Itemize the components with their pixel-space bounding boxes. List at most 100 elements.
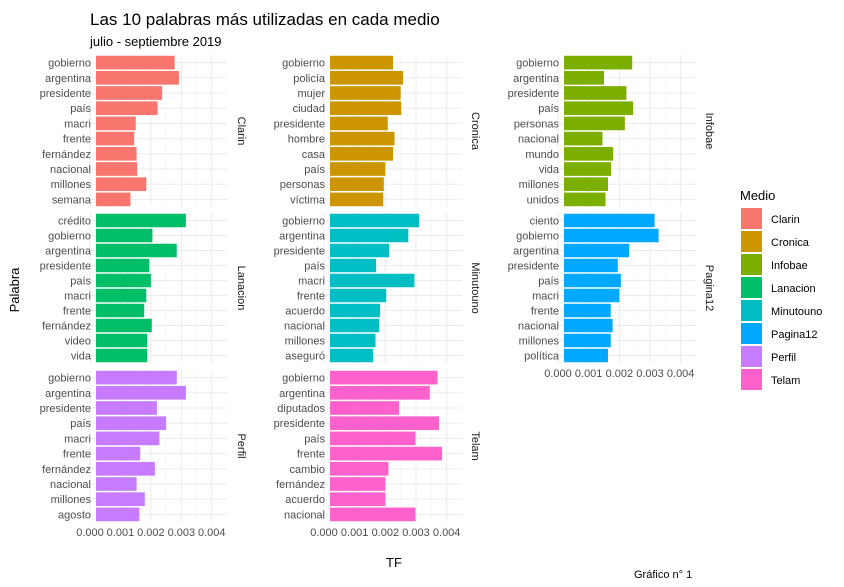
- legend-swatch: [741, 323, 762, 344]
- x-tick-label: 0.000: [544, 368, 572, 380]
- legend-label: Infobae: [771, 260, 808, 272]
- x-tick-label: 0.002: [137, 527, 165, 539]
- y-tick-label: presidente: [508, 88, 559, 100]
- bar-pagina12-millones: [564, 333, 611, 348]
- bar-clarin-país: [96, 101, 158, 116]
- y-tick-label: presidente: [274, 418, 325, 430]
- bar-cronica-personas: [330, 177, 384, 192]
- bar-telam-acuerdo: [330, 492, 386, 507]
- legend-swatch: [741, 300, 762, 321]
- bar-infobae-millones: [564, 177, 608, 192]
- facet-strip-label: Pagina12: [703, 265, 715, 312]
- legend-title: Medio: [740, 188, 775, 203]
- x-tick-label: 0.001: [341, 527, 369, 539]
- bar-clarin-macri: [96, 116, 136, 131]
- bar-infobae-gobierno: [564, 55, 633, 70]
- bar-clarin-frente: [96, 131, 135, 146]
- y-tick-label: gobierno: [282, 373, 325, 385]
- facet-strip-label: Lanacion: [235, 266, 247, 311]
- bar-telam-diputados: [330, 401, 400, 415]
- legend-item-perfil: Perfil: [741, 346, 796, 367]
- bar-minutouno-frente: [330, 288, 387, 303]
- legend-swatch: [741, 254, 762, 275]
- bar-perfil-nacional: [96, 477, 137, 491]
- y-tick-label: nacional: [518, 134, 559, 146]
- bar-cronica-policía: [330, 70, 404, 85]
- x-tick-label: 0.000: [310, 527, 338, 539]
- bar-perfil-gobierno: [96, 370, 177, 385]
- bar-minutouno-argentina: [330, 228, 409, 243]
- bar-cronica-presidente: [330, 116, 388, 131]
- bar-perfil-país: [96, 416, 167, 431]
- y-tick-label: vida: [71, 351, 92, 363]
- bar-clarin-millones: [96, 177, 147, 192]
- y-tick-label: país: [538, 103, 559, 115]
- y-tick-label: millones: [51, 179, 92, 191]
- bar-minutouno-aseguró: [330, 348, 374, 363]
- legend-item-infobae: Infobae: [741, 254, 808, 275]
- y-tick-label: nacional: [284, 321, 325, 333]
- bar-cronica-víctima: [330, 192, 384, 207]
- y-tick-label: macri: [64, 118, 91, 130]
- legend-swatch: [741, 231, 762, 252]
- facet-strip-label: Perfil: [235, 433, 247, 458]
- bar-telam-cambio: [330, 461, 389, 476]
- y-tick-label: semana: [52, 194, 92, 206]
- bar-minutouno-gobierno: [330, 213, 420, 228]
- y-tick-label: argentina: [45, 388, 92, 400]
- bar-infobae-personas: [564, 116, 625, 131]
- bar-perfil-argentina: [96, 385, 186, 400]
- y-tick-label: país: [304, 433, 325, 445]
- bar-cronica-ciudad: [330, 101, 402, 116]
- bar-pagina12-frente: [564, 303, 611, 318]
- y-tick-label: diputados: [277, 403, 325, 415]
- bar-telam-país: [330, 431, 416, 446]
- y-tick-label: mundo: [525, 149, 559, 161]
- y-tick-label: millones: [519, 336, 560, 348]
- bar-infobae-unidos: [564, 192, 606, 207]
- y-tick-label: país: [304, 164, 325, 176]
- bar-lanacion-fernández: [96, 318, 152, 333]
- bar-telam-argentina: [330, 385, 430, 400]
- y-tick-label: fernández: [42, 149, 91, 161]
- y-tick-label: argentina: [45, 73, 92, 85]
- y-tick-label: gobierno: [48, 231, 91, 243]
- y-tick-label: mujer: [297, 88, 325, 100]
- legend-item-cronica: Cronica: [741, 231, 810, 252]
- y-tick-label: país: [70, 276, 91, 288]
- x-tick-label: 0.001: [575, 368, 603, 380]
- bar-cronica-país: [330, 162, 386, 176]
- y-tick-label: millones: [519, 179, 560, 191]
- y-tick-label: personas: [514, 118, 560, 130]
- panel-lanacion: crédito gobierno argentina presidente país ma…: [40, 213, 247, 363]
- y-tick-label: ciento: [530, 216, 559, 228]
- y-tick-label: país: [70, 418, 91, 430]
- legend-label: Minutouno: [771, 306, 822, 318]
- x-tick-label: 0.003: [168, 527, 196, 539]
- legend-label: Lanacion: [771, 283, 816, 295]
- panel-minutouno: gobierno argentina presidente país macri fren…: [274, 213, 481, 363]
- facet-strip-label: Infobae: [703, 113, 715, 150]
- bar-minutouno-país: [330, 258, 377, 273]
- y-tick-label: casa: [302, 149, 326, 161]
- bar-telam-gobierno: [330, 370, 438, 385]
- facet-strip-label: Telam: [469, 431, 481, 460]
- bar-infobae-presidente: [564, 86, 627, 100]
- x-tick-label: 0.002: [372, 527, 400, 539]
- legend-item-minutouno: Minutouno: [741, 300, 822, 321]
- x-tick-label: 0.004: [198, 527, 226, 539]
- y-tick-label: argentina: [45, 246, 92, 258]
- bar-cronica-mujer: [330, 86, 401, 100]
- facet-strip-label: Minutouno: [469, 262, 481, 313]
- bar-telam-fernández: [330, 477, 386, 491]
- bar-infobae-argentina: [564, 70, 604, 85]
- y-tick-label: gobierno: [282, 58, 325, 70]
- y-tick-label: macri: [64, 433, 91, 445]
- panel-clarin: gobierno argentina presidente país macri fren…: [40, 55, 247, 207]
- y-tick-label: gobierno: [48, 373, 91, 385]
- bar-lanacion-vida: [96, 348, 148, 363]
- y-tick-label: macri: [532, 291, 559, 303]
- legend-label: Cronica: [771, 237, 810, 249]
- bar-perfil-agosto: [96, 507, 140, 522]
- bar-lanacion-presidente: [96, 258, 150, 273]
